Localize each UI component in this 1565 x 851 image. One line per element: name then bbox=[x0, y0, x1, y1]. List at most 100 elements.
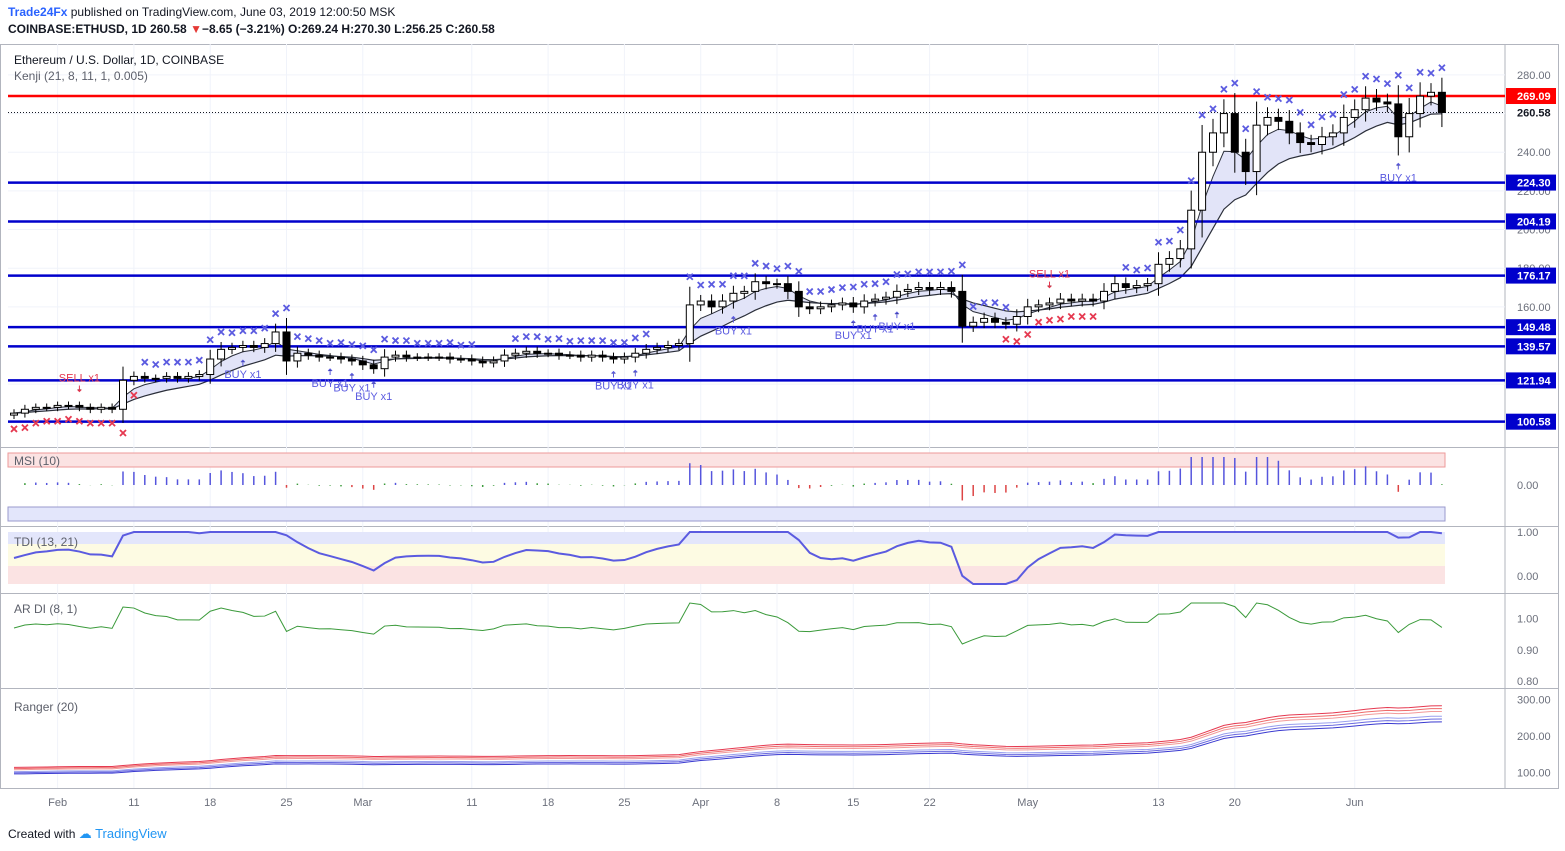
down-x-marker-icon bbox=[64, 415, 73, 423]
buy-arrow-icon bbox=[371, 381, 377, 388]
msi-panel-title: MSI (10) bbox=[14, 454, 60, 468]
candle-body bbox=[1089, 298, 1098, 302]
candle-body bbox=[598, 354, 607, 358]
candle-body bbox=[642, 348, 651, 354]
down-arrow-icon: ▼ bbox=[190, 22, 202, 36]
candle-body bbox=[936, 287, 945, 290]
sell-signal-label: SELL x1 bbox=[59, 373, 100, 385]
buy-arrow-icon bbox=[894, 311, 900, 319]
candle-body bbox=[282, 331, 291, 362]
up-x-marker-icon bbox=[1209, 105, 1217, 113]
up-x-marker-icon bbox=[184, 358, 193, 366]
up-x-marker-icon bbox=[1154, 238, 1163, 246]
candle-body bbox=[315, 354, 324, 358]
up-x-marker-icon bbox=[217, 328, 225, 336]
down-x-marker-icon bbox=[53, 417, 62, 425]
candle-body bbox=[162, 375, 171, 379]
tdi-lower-zone bbox=[8, 566, 1445, 584]
publish-info: published on TradingView.com, June 03, 2… bbox=[70, 5, 396, 19]
candle-body bbox=[467, 358, 476, 362]
time-tick-label: 20 bbox=[1229, 797, 1241, 809]
candle-body bbox=[42, 406, 51, 409]
candle-body bbox=[991, 317, 999, 323]
up-x-marker-icon bbox=[642, 330, 650, 338]
down-x-marker-icon bbox=[32, 419, 40, 427]
candle-body bbox=[871, 298, 880, 302]
time-tick-label: 15 bbox=[847, 797, 859, 809]
level-label-badge bbox=[1506, 413, 1556, 430]
up-x-marker-icon bbox=[1242, 125, 1250, 133]
up-x-marker-icon bbox=[1296, 108, 1304, 117]
time-tick-label: Apr bbox=[692, 797, 709, 809]
candle-body bbox=[369, 364, 378, 370]
up-x-marker-icon bbox=[511, 334, 520, 343]
candle-body bbox=[805, 306, 814, 310]
level-label: 204.19 bbox=[1517, 216, 1551, 228]
candle-body bbox=[892, 290, 901, 298]
tradingview-logo-icon[interactable]: ☁ bbox=[78, 826, 92, 841]
up-x-marker-icon bbox=[446, 338, 454, 347]
candle-body bbox=[696, 300, 705, 306]
last-price: 260.58 bbox=[150, 22, 187, 36]
up-x-marker-icon bbox=[697, 281, 705, 289]
up-x-marker-icon bbox=[1176, 226, 1184, 234]
up-x-marker-icon bbox=[1329, 110, 1337, 118]
time-tick-label: 8 bbox=[774, 797, 780, 809]
buy-arrow-icon bbox=[327, 368, 333, 375]
candle-body bbox=[249, 345, 258, 348]
candle-body bbox=[402, 354, 411, 358]
time-tick-label: 13 bbox=[1152, 797, 1164, 809]
tdi-mid-zone bbox=[8, 544, 1445, 566]
candle-body bbox=[1437, 91, 1446, 113]
candle-body bbox=[860, 300, 869, 308]
candle-body bbox=[631, 352, 640, 358]
candle-body bbox=[783, 283, 792, 292]
publisher-name[interactable]: Trade24Fx bbox=[8, 5, 68, 19]
candle-body bbox=[1219, 113, 1228, 134]
candle-body bbox=[184, 375, 193, 379]
symbol-label: COINBASE:ETHUSD, 1D bbox=[8, 22, 147, 36]
up-x-marker-icon bbox=[337, 338, 345, 347]
candle-body bbox=[1427, 91, 1435, 97]
buy-signal-label: BUY x1 bbox=[878, 321, 915, 333]
candle-body bbox=[969, 321, 978, 327]
buy-signal-label: BUY x1 bbox=[312, 378, 349, 390]
candle-body bbox=[1187, 209, 1196, 250]
candle-body bbox=[326, 356, 335, 359]
ardi-line bbox=[13, 602, 1443, 645]
candle-body bbox=[1394, 103, 1403, 138]
up-x-marker-icon bbox=[391, 336, 400, 345]
tdi-panel-title: TDI (13, 21) bbox=[14, 535, 78, 549]
time-tick-label: 25 bbox=[280, 797, 292, 809]
tdi-tick-label: 0.00 bbox=[1517, 571, 1538, 583]
up-x-marker-icon bbox=[882, 278, 890, 286]
candle-body bbox=[1296, 132, 1305, 144]
buy-arrow-icon bbox=[349, 372, 355, 380]
up-x-marker-icon bbox=[947, 267, 956, 275]
tdi-line bbox=[13, 531, 1443, 585]
candle-body bbox=[685, 304, 694, 345]
up-x-marker-icon bbox=[1274, 95, 1283, 103]
candle-body bbox=[925, 287, 934, 290]
down-x-marker-icon bbox=[86, 419, 94, 427]
up-x-marker-icon bbox=[457, 341, 465, 349]
candle-body bbox=[129, 375, 138, 381]
candle-body bbox=[1405, 113, 1414, 138]
up-x-marker-icon bbox=[1351, 85, 1359, 94]
up-x-marker-icon bbox=[958, 261, 966, 269]
kenji-cloud bbox=[14, 101, 1442, 414]
up-x-marker-icon bbox=[293, 332, 302, 341]
up-x-marker-icon bbox=[250, 327, 258, 335]
ranger-tick-label: 300.00 bbox=[1517, 695, 1551, 707]
candle-body bbox=[435, 356, 444, 359]
tradingview-link[interactable]: TradingView bbox=[95, 826, 167, 841]
candle-body bbox=[1318, 136, 1326, 145]
ranger-band-line bbox=[13, 721, 1442, 775]
candle-body bbox=[849, 302, 858, 308]
ranger-band-line bbox=[13, 715, 1442, 773]
candle-body bbox=[456, 358, 465, 361]
up-x-marker-icon bbox=[304, 335, 312, 343]
up-x-marker-icon bbox=[991, 299, 999, 307]
up-x-marker-icon bbox=[1220, 85, 1228, 93]
